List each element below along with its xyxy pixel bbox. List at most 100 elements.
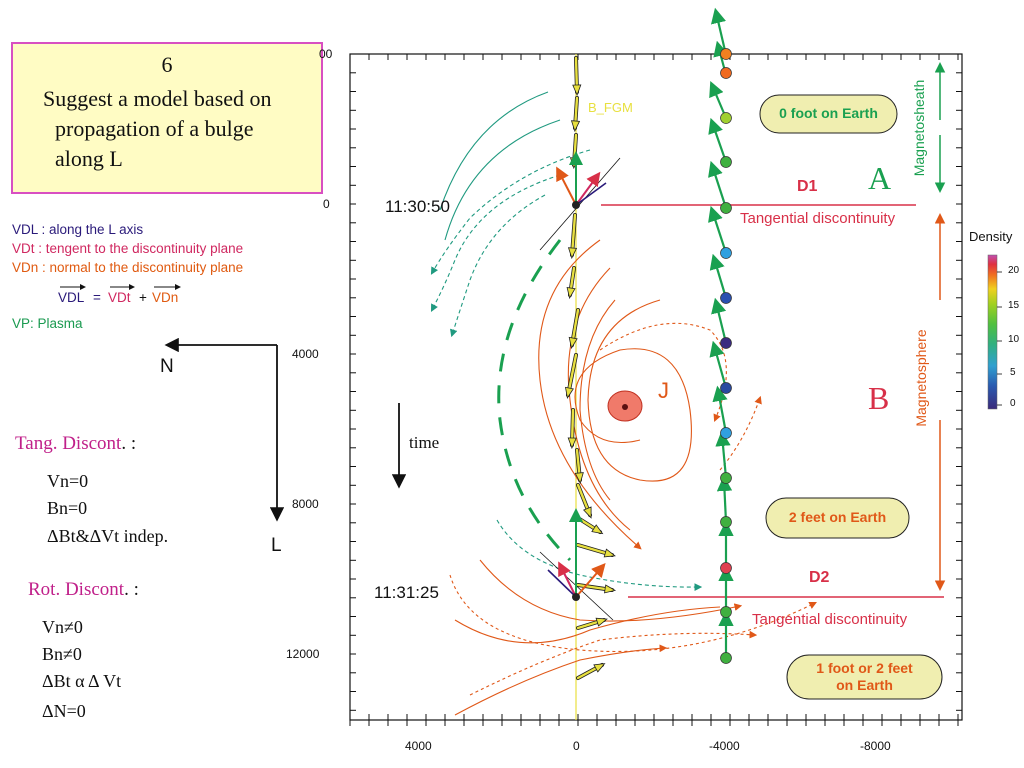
x-tick-neg4000: -4000 bbox=[709, 739, 740, 753]
y-tick-0: 0 bbox=[323, 197, 330, 211]
bfgm-vector-head bbox=[568, 336, 578, 350]
d1-label: D1 bbox=[797, 178, 818, 195]
rot-line-3: ΔBt α Δ Vt bbox=[42, 671, 122, 691]
time-2-label: 11:31:25 bbox=[374, 583, 439, 602]
event-marker-2 bbox=[539, 508, 614, 621]
plasma-vector bbox=[716, 475, 733, 523]
j-label: J bbox=[658, 378, 669, 403]
bubble-0-foot-text: 0 foot on Earth bbox=[779, 105, 878, 121]
density-dot bbox=[720, 202, 732, 214]
bubble-1-or-2-feet-text: 1 foot or 2 feet on Earth bbox=[787, 660, 942, 694]
density-dot bbox=[720, 652, 732, 664]
axis-ticks bbox=[349, 53, 962, 726]
bubble-3-line-2: on Earth bbox=[836, 677, 893, 693]
density-dot bbox=[720, 247, 732, 259]
magnetosphere-label: Magnetosphere bbox=[913, 329, 929, 427]
plasma-vectors bbox=[708, 7, 734, 658]
d2-label: D2 bbox=[809, 569, 830, 586]
y-tick-4000: 4000 bbox=[292, 347, 319, 361]
x-tick-neg8000: -8000 bbox=[860, 739, 891, 753]
teal-flow-lines bbox=[430, 91, 703, 591]
bfgm-vector-head bbox=[567, 437, 577, 450]
density-dot bbox=[720, 606, 732, 618]
tangential-1-label: Tangential discontinuity bbox=[740, 210, 896, 227]
plasma-vector bbox=[709, 340, 728, 389]
rot-line-2: Bn≠0 bbox=[42, 644, 82, 664]
legend-vdt: VDt : tengent to the discontinuity plane bbox=[12, 241, 244, 256]
density-dot bbox=[720, 337, 732, 349]
title-line-1: Suggest a model based on bbox=[43, 86, 272, 111]
colorbar-ticks bbox=[997, 271, 1002, 406]
bubble-3-line-1: 1 foot or 2 feet bbox=[816, 660, 913, 676]
tang-discont-title: Tang. Discont bbox=[15, 433, 122, 454]
density-dot bbox=[720, 382, 732, 394]
tang-discont-suffix: . : bbox=[121, 433, 137, 454]
x-tick-0: 0 bbox=[573, 739, 580, 753]
bfgm-vector-head bbox=[574, 472, 584, 485]
title-line-3: along L bbox=[55, 146, 123, 171]
density-dot bbox=[720, 48, 732, 60]
l-label: L bbox=[271, 535, 282, 556]
bfgm-vector-head bbox=[591, 524, 604, 535]
tang-discont-header: Tang. Discont. : bbox=[15, 433, 136, 455]
region-b-label: B bbox=[868, 380, 890, 416]
rot-line-4: ΔN=0 bbox=[42, 701, 86, 721]
bfgm-vector-head bbox=[593, 663, 606, 673]
bfgm-vector-head bbox=[570, 120, 581, 133]
y-tick-00: 00 bbox=[319, 47, 333, 61]
bfgm-label: B_FGM bbox=[588, 100, 633, 115]
bfgm-vectors bbox=[565, 56, 617, 680]
bubble-1-or-2-feet bbox=[786, 654, 943, 700]
tang-line-2: Bn=0 bbox=[47, 498, 88, 518]
plasma-vector bbox=[715, 430, 731, 479]
orange-vortex bbox=[449, 239, 817, 716]
colorbar-tick-5: 5 bbox=[1010, 367, 1016, 378]
tang-line-1: Vn=0 bbox=[47, 471, 89, 491]
plasma-vector bbox=[711, 297, 728, 344]
plasma-vector bbox=[708, 205, 728, 254]
rot-discont-suffix: . : bbox=[124, 579, 139, 600]
plot-frame bbox=[349, 53, 963, 721]
tangential-2-label: Tangential discontinuity bbox=[752, 611, 908, 628]
eq-equals: = bbox=[93, 290, 101, 305]
density-dot bbox=[720, 516, 732, 528]
rot-discont-title: Rot. Discont bbox=[28, 579, 125, 600]
density-dot bbox=[720, 472, 732, 484]
bfgm-vector-head bbox=[565, 386, 574, 399]
time-1-label: 11:30:50 bbox=[385, 197, 450, 216]
eq-vdt: VDt bbox=[108, 290, 131, 305]
colorbar-tick-0: 0 bbox=[1010, 398, 1016, 409]
bfgm-vector-head bbox=[572, 84, 582, 97]
nl-axes bbox=[164, 337, 285, 522]
density-dots bbox=[720, 48, 732, 664]
colorbar-tick-10: 10 bbox=[1008, 334, 1020, 345]
density-dot bbox=[720, 292, 732, 304]
plasma-vector bbox=[709, 80, 728, 119]
eq-plus: + bbox=[139, 290, 147, 305]
colorbar-tick-20: 20 bbox=[1008, 265, 1020, 276]
plasma-vector bbox=[712, 385, 728, 434]
colorbar-title: Density bbox=[969, 229, 1013, 244]
eq-vdl: VDL bbox=[58, 290, 85, 305]
density-dot bbox=[720, 67, 732, 79]
n-label: N bbox=[160, 356, 174, 377]
vdl-desc: : along the L axis bbox=[37, 222, 144, 237]
slide-number: 6 bbox=[161, 52, 173, 77]
y-tick-8000: 8000 bbox=[292, 497, 319, 511]
eq-vdn: VDn bbox=[152, 290, 179, 305]
vector-arrows bbox=[60, 284, 181, 290]
title-line-2: propagation of a bulge bbox=[55, 116, 254, 141]
x-tick-4000: 4000 bbox=[405, 739, 432, 753]
time-label: time bbox=[409, 433, 440, 452]
bfgm-vector-head bbox=[567, 247, 578, 260]
bubble-0-foot bbox=[759, 94, 898, 134]
legend-vp: VP: Plasma bbox=[12, 316, 83, 331]
tang-line-3: ΔBt&ΔVt indep. bbox=[47, 526, 169, 546]
y-tick-12000: 12000 bbox=[286, 647, 320, 661]
plasma-vector bbox=[709, 253, 728, 299]
vector-equation: VDL = VDt + VDn bbox=[58, 282, 198, 306]
bfgm-vector-head bbox=[569, 157, 580, 170]
bfgm-vector-head bbox=[595, 617, 608, 627]
bfgm-vector-head bbox=[566, 287, 576, 300]
